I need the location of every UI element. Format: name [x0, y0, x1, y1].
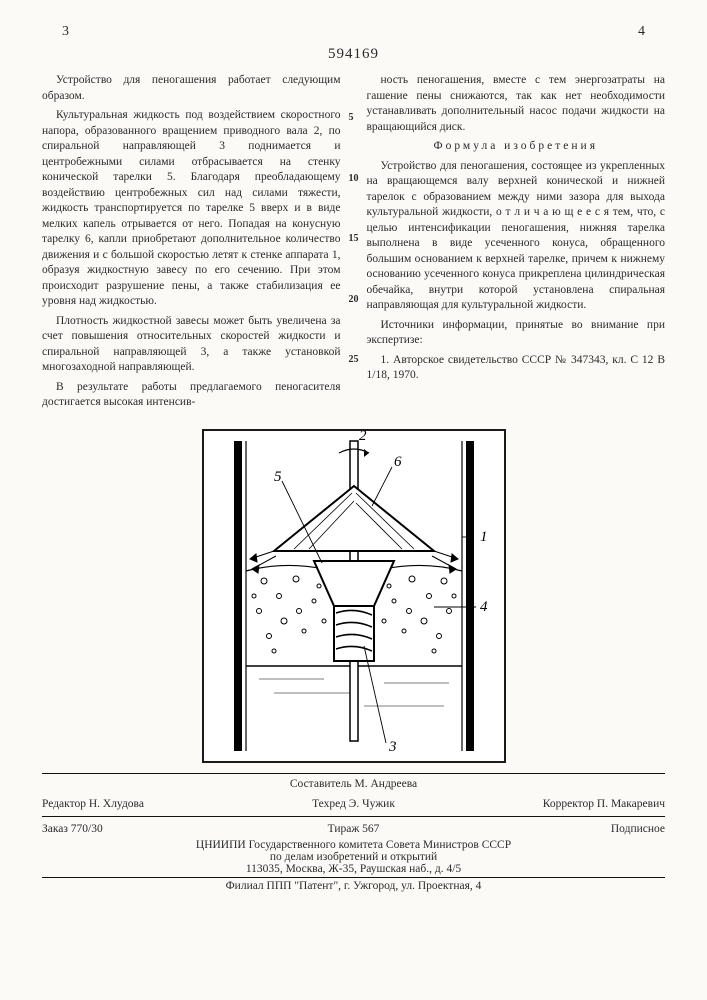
page: 3 4 594169 5 10 15 20 25 Устройство для … — [0, 0, 707, 1000]
line-marker: 20 — [349, 293, 359, 307]
page-number-right: 4 — [638, 24, 645, 40]
figure-label-3: 3 — [388, 739, 397, 755]
line-number-gutter: 5 10 15 20 25 — [349, 73, 359, 367]
circulation: Тираж 567 — [250, 823, 458, 835]
apparatus-figure: 1 2 3 4 5 6 — [202, 429, 506, 763]
figure-container: 1 2 3 4 5 6 — [42, 429, 665, 763]
address: 113035, Москва, Ж-35, Раушская наб., д. … — [42, 863, 665, 875]
colophon: Составитель М. Андреева Редактор Н. Хлуд… — [42, 773, 665, 892]
figure-label-6: 6 — [394, 454, 402, 470]
line-marker: 10 — [349, 172, 359, 186]
paragraph: Устройство для пеногашения работает след… — [42, 73, 341, 104]
editor: Редактор Н. Хлудова — [42, 798, 250, 810]
page-number-left: 3 — [62, 24, 69, 40]
paragraph: Устройство для пеногашения, состоящее из… — [367, 159, 666, 314]
line-marker: 25 — [349, 353, 359, 367]
tech-editor: Техред Э. Чужик — [250, 798, 458, 810]
order-number: Заказ 770/30 — [42, 823, 250, 835]
line-marker: 15 — [349, 232, 359, 246]
org-line-2: по делам изобретений и открытий — [42, 851, 665, 863]
line-marker: 5 — [349, 111, 359, 125]
paragraph: ность пеногашения, вместе с тем энергоза… — [367, 73, 666, 135]
composer: Составитель М. Андреева — [290, 778, 417, 790]
figure-label-1: 1 — [480, 529, 488, 545]
page-numbers-row: 3 4 — [42, 24, 665, 40]
paragraph: Культуральная жидкость под воздействием … — [42, 108, 341, 310]
figure-label-4: 4 — [480, 599, 488, 615]
left-column: Устройство для пеногашения работает след… — [42, 73, 341, 415]
corrector: Корректор П. Макаревич — [457, 798, 665, 810]
patent-number: 594169 — [42, 46, 665, 63]
paragraph: Плотность жидкостной завесы может быть у… — [42, 314, 341, 376]
paragraph: В результате работы предлагаемого пенога… — [42, 380, 341, 411]
two-column-body: 5 10 15 20 25 Устройство для пеногашения… — [42, 73, 665, 415]
org-line-1: ЦНИИПИ Государственного комитета Совета … — [42, 839, 665, 851]
paragraph: Источники информации, принятые во вниман… — [367, 318, 666, 349]
figure-label-2: 2 — [359, 429, 367, 444]
subscription: Подписное — [457, 823, 665, 835]
paragraph: 1. Авторское свидетельство СССР № 347343… — [367, 353, 666, 384]
right-column: ность пеногашения, вместе с тем энергоза… — [367, 73, 666, 415]
branch: Филиал ППП "Патент", г. Ужгород, ул. Про… — [42, 880, 665, 892]
figure-label-5: 5 — [274, 469, 282, 485]
formula-heading: Формула изобретения — [367, 139, 666, 155]
